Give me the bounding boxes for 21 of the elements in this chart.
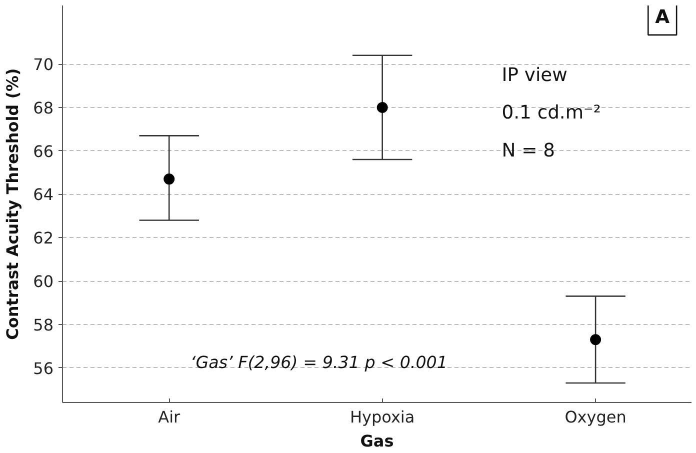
y-tick-label: 56: [33, 358, 54, 378]
x-axis-title: Gas: [360, 432, 394, 450]
y-axis-title: Contrast Acuity Threshold (%): [3, 68, 22, 340]
y-tick-label: 62: [33, 228, 54, 248]
y-tick-label: 60: [33, 272, 54, 292]
point: [376, 102, 388, 113]
y-tick-label: 58: [33, 315, 54, 334]
annotation: N = 8: [502, 140, 556, 162]
annotation: ‘Gas’ F(2,96) = 9.31 p < 0.001: [190, 353, 448, 372]
point: [590, 334, 602, 346]
y-tick-label: 68: [33, 98, 54, 118]
y-tick-label: 66: [33, 142, 54, 161]
y-tick-label: 64: [33, 185, 54, 204]
x-tick-label: Hypoxia: [350, 408, 415, 426]
x-tick-label: Oxygen: [564, 408, 626, 426]
annotation: IP view: [502, 64, 568, 86]
annotation: A: [655, 6, 670, 28]
y-tick-label: 70: [33, 55, 54, 74]
annotation: 0.1 cd.m⁻²: [502, 102, 601, 124]
point: [164, 174, 175, 185]
x-tick-label: Air: [158, 408, 181, 426]
